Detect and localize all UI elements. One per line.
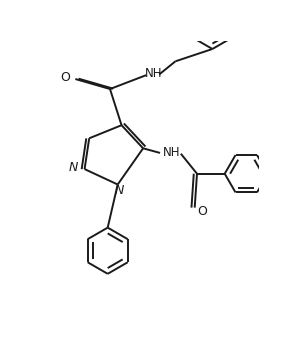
Text: N: N — [68, 161, 78, 174]
Text: NH: NH — [163, 147, 180, 159]
Text: O: O — [197, 205, 207, 218]
Text: N: N — [114, 184, 124, 197]
Text: O: O — [60, 71, 70, 84]
Text: NH: NH — [145, 67, 163, 80]
